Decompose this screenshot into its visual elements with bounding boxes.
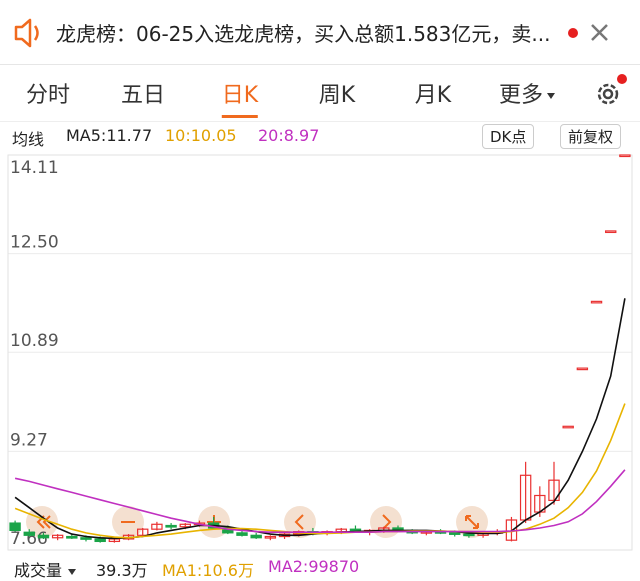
control-icons — [36, 514, 479, 530]
volume-label: 39.3万 — [96, 561, 148, 580]
speaker-icon — [14, 18, 39, 48]
y-tick-label: 7.66 — [10, 529, 48, 549]
y-tick-label: 9.27 — [10, 430, 48, 450]
dropdown-arrow — [68, 568, 77, 575]
ma-label: 10:10.05 — [165, 126, 237, 145]
candle-body — [562, 425, 574, 429]
notice-bar[interactable]: 龙虎榜：06-25入选龙虎榜，买入总额1.583亿元，卖... — [0, 0, 640, 65]
candle-body — [37, 534, 50, 539]
chart-controls[interactable] — [26, 506, 488, 538]
candle-body — [236, 532, 248, 536]
candle-body — [9, 522, 21, 532]
candle-body — [80, 537, 92, 540]
tab[interactable]: 五日 — [120, 83, 166, 108]
indicator-bar: 均线 MA5:11.77 10:10.05 20:8.97 DK点 前复权 — [0, 121, 640, 151]
option-button[interactable]: 前复权 — [560, 124, 622, 149]
volume-title[interactable]: 成交量 — [14, 557, 77, 581]
y-tick-label: 10.89 — [10, 331, 59, 351]
candle-body — [576, 367, 589, 371]
candle-body — [519, 474, 532, 521]
settings-icon[interactable] — [588, 73, 628, 113]
tab[interactable]: 日K — [221, 77, 259, 118]
candle-body — [179, 523, 191, 528]
tab[interactable]: 周K — [318, 83, 356, 108]
ma-label: MA5:11.77 — [66, 126, 153, 145]
candle-body — [51, 534, 64, 539]
y-tick-label: 14.11 — [10, 158, 59, 178]
candle-body — [250, 534, 262, 539]
candle-body — [165, 524, 177, 528]
tab[interactable]: 更多 — [499, 77, 556, 109]
option-button[interactable]: DK点 — [482, 124, 535, 149]
ma-line — [14, 403, 626, 539]
candle-body — [66, 535, 78, 539]
candle-body — [108, 538, 121, 543]
candle-body — [619, 154, 631, 158]
volume-label: MA2:99870 — [268, 557, 360, 576]
tab[interactable]: 分时 — [25, 83, 71, 108]
notice-text: 龙虎榜：06-25入选龙虎榜，买入总额1.583亿元，卖... — [56, 22, 551, 46]
y-tick-label: 12.50 — [10, 233, 59, 253]
candle-body — [151, 523, 163, 530]
ma-line — [14, 469, 626, 533]
tab[interactable]: 月K — [414, 83, 452, 108]
volume-bar: 成交量 39.3万 MA1:10.6万 MA2:99870 — [0, 554, 640, 580]
candle-body — [264, 535, 277, 539]
kline-chart: 7.66 9.27 10.89 12.50 14.11 — [7, 154, 633, 551]
candle-body — [137, 528, 149, 536]
ma-label: 20:8.97 — [258, 126, 320, 145]
tab-bar: 分时 五日 日K 周K 月K 更多 — [0, 65, 640, 122]
candle-body — [23, 531, 35, 536]
candle-body — [463, 533, 475, 537]
notice-controls[interactable] — [560, 18, 620, 48]
candle-body — [94, 538, 106, 543]
dropdown-arrow — [547, 93, 556, 99]
candle-body — [605, 230, 617, 234]
ma-line — [14, 298, 626, 540]
volume-label: MA1:10.6万 — [162, 561, 254, 580]
candle-body — [449, 532, 461, 535]
candle-body — [590, 300, 603, 304]
indicator-title: 均线 — [12, 130, 45, 149]
plot-frame — [7, 154, 633, 551]
